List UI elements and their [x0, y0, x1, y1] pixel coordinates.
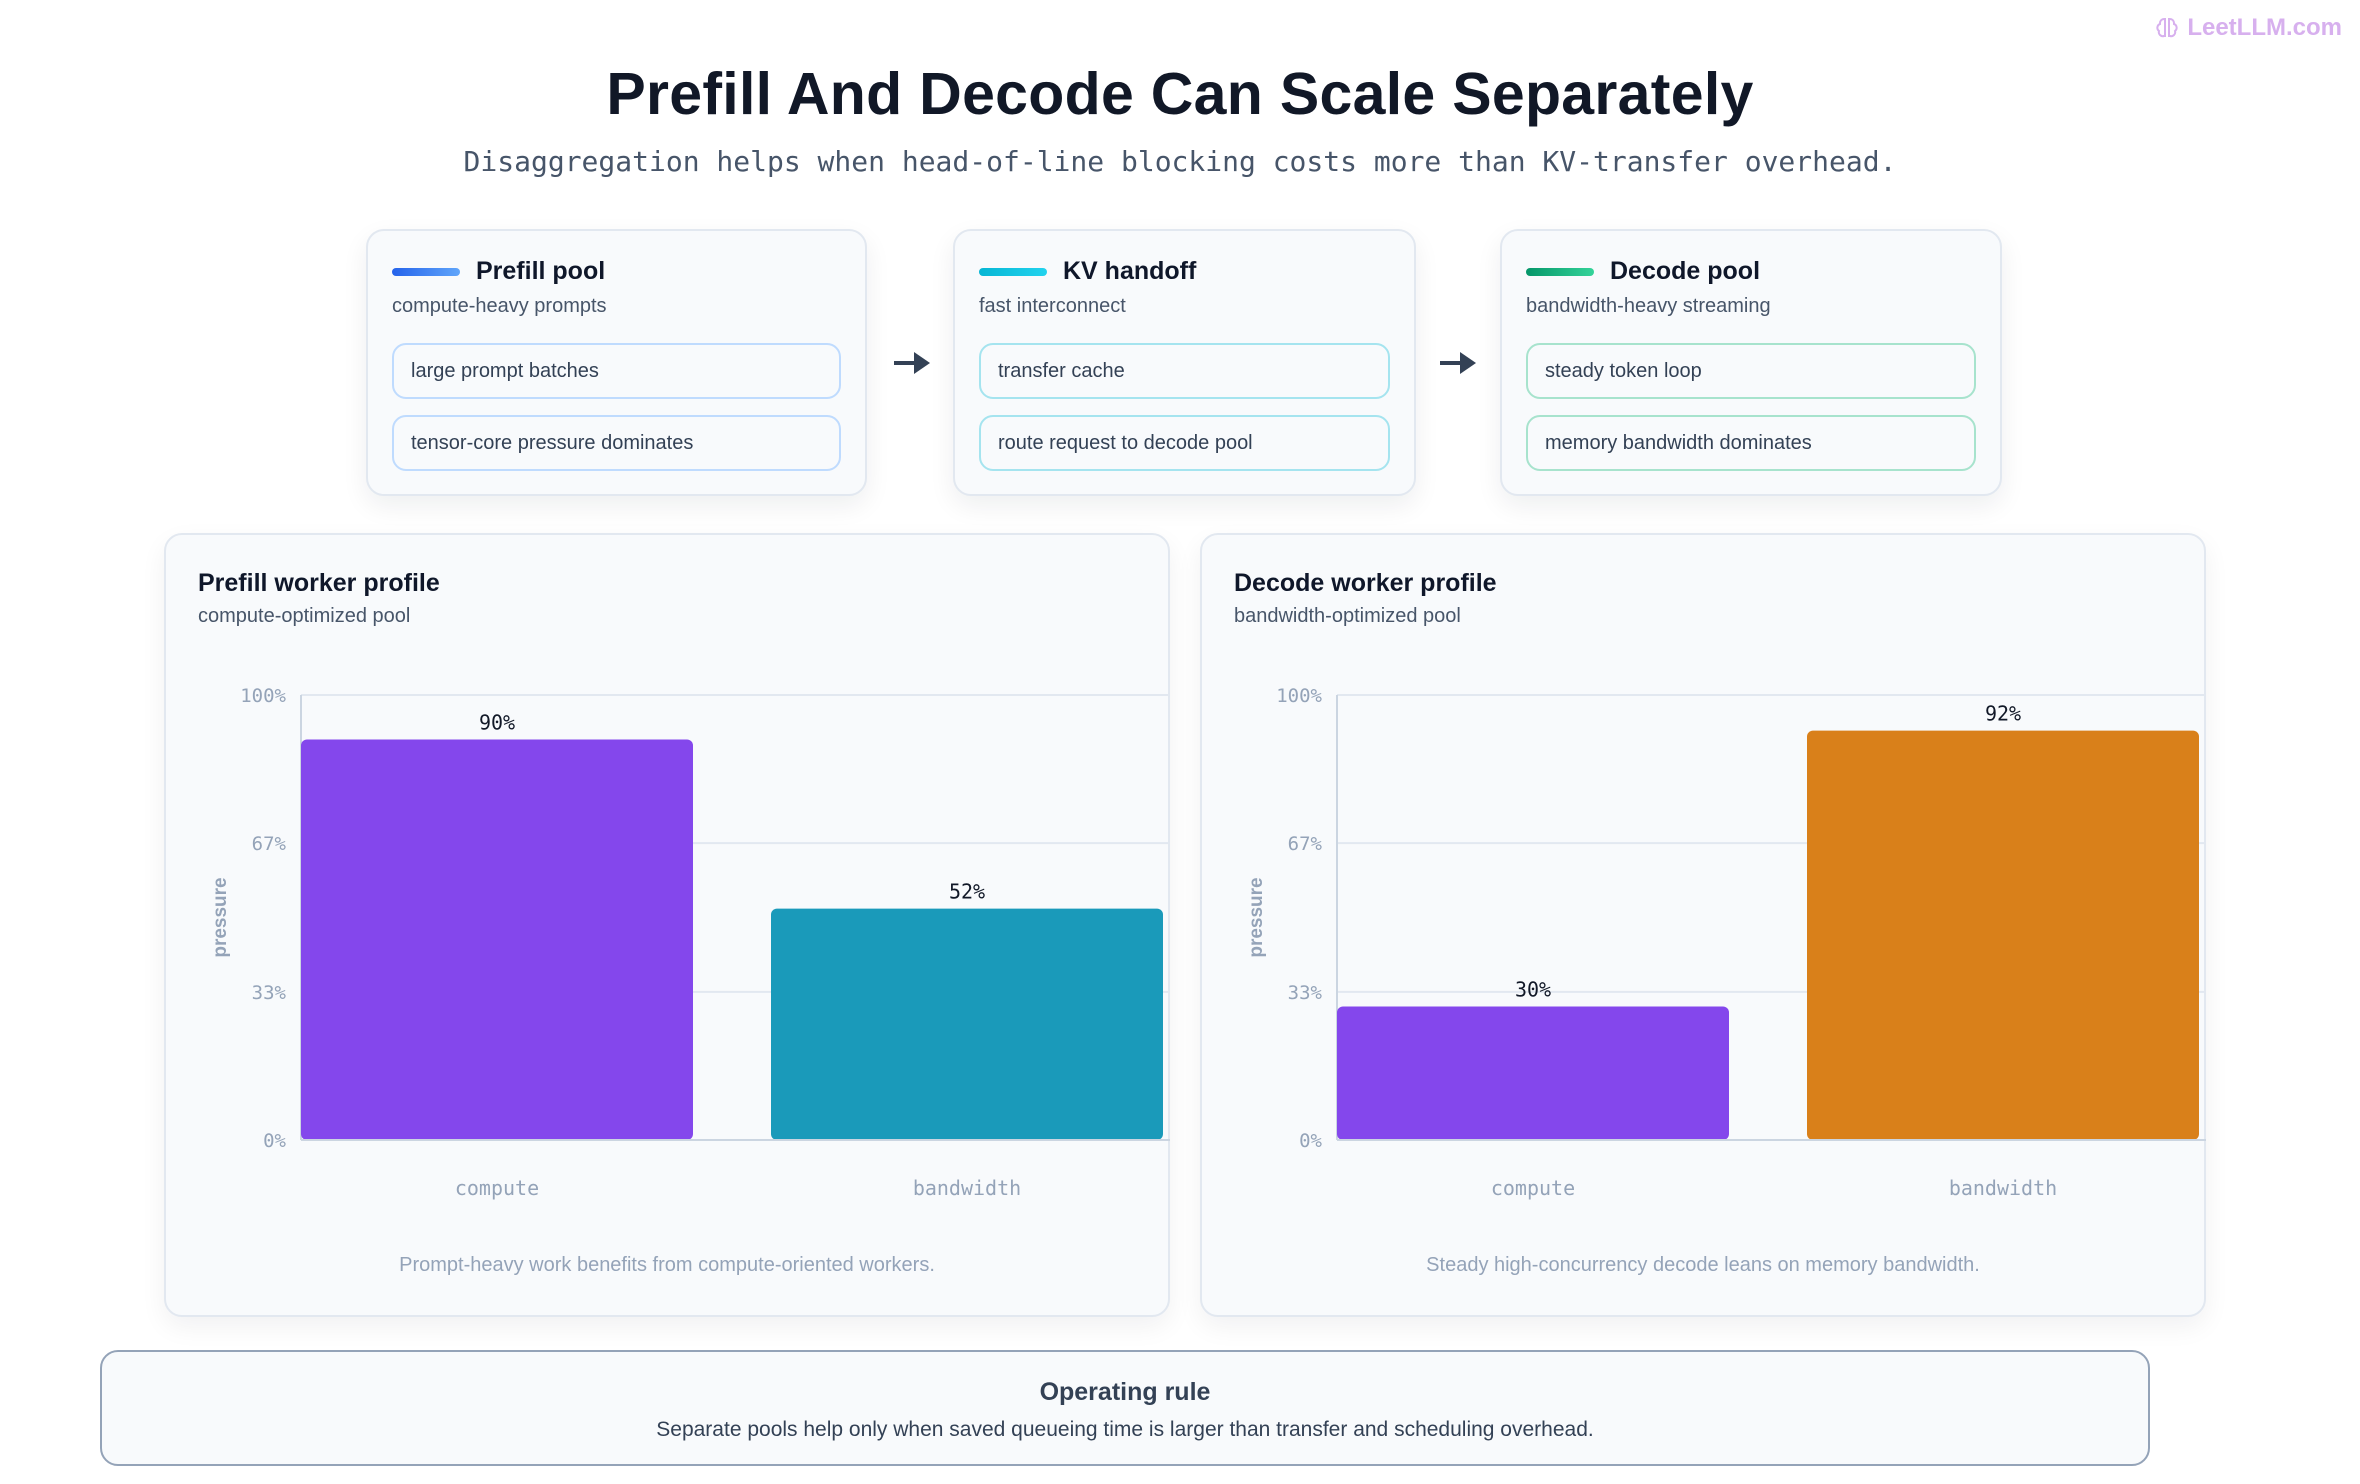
chart-caption: Steady high-concurrency decode leans on …	[1426, 1254, 1980, 1276]
card-title: Prefill pool	[476, 257, 606, 285]
chart-title: Prefill worker profile	[198, 569, 440, 597]
card-item: tensor-core pressure dominates	[392, 415, 841, 471]
bar-value-label: 30%	[1515, 978, 1551, 1002]
bar-compute	[301, 739, 693, 1140]
bar-value-label: 92%	[1985, 702, 2021, 726]
x-tick-label: bandwidth	[1949, 1176, 2057, 1200]
bar-bandwidth	[1807, 730, 2199, 1140]
card-item: transfer cache	[979, 343, 1390, 399]
rule-text: Separate pools help only when saved queu…	[656, 1418, 1594, 1441]
card-item: route request to decode pool	[979, 415, 1390, 471]
card-title: KV handoff	[1063, 257, 1197, 285]
page-title: Prefill And Decode Can Scale Separately	[606, 61, 1754, 127]
accent-bar	[392, 267, 460, 276]
prefill-chart-panel: Prefill worker profile compute-optimized…	[164, 533, 1170, 1317]
bar-compute	[1337, 1006, 1729, 1140]
y-tick-label: 100%	[240, 685, 286, 707]
page-subtitle: Disaggregation helps when head-of-line b…	[463, 145, 1897, 178]
y-tick-label: 33%	[1288, 982, 1323, 1004]
y-tick-label: 0%	[1299, 1130, 1322, 1152]
y-tick-label: 67%	[252, 833, 287, 855]
prefill-bar-chart: 0% 33% 67% 100% pressure 90% compute 52% bandwid…	[210, 685, 1170, 1200]
brain-logo-icon	[2156, 18, 2178, 38]
card-item: steady token loop	[1526, 343, 1976, 399]
x-tick-label: compute	[455, 1176, 539, 1200]
bar-bandwidth	[771, 908, 1163, 1140]
card-subtitle: bandwidth-heavy streaming	[1526, 295, 1771, 317]
accent-bar	[1526, 267, 1594, 276]
arrow-right-icon	[1440, 352, 1476, 374]
y-axis-label: pressure	[1246, 877, 1267, 957]
y-tick-label: 100%	[1276, 685, 1322, 707]
chart-subtitle: compute-optimized pool	[198, 605, 411, 627]
flow-card-prefill-pool: Prefill pool compute-heavy prompts large…	[366, 229, 867, 496]
y-axis-label: pressure	[210, 877, 231, 957]
y-tick-label: 67%	[1288, 833, 1323, 855]
bar-value-label: 90%	[479, 711, 515, 735]
card-subtitle: fast interconnect	[979, 295, 1126, 317]
card-item: large prompt batches	[392, 343, 841, 399]
y-tick-label: 33%	[252, 982, 287, 1004]
brand-watermark: LeetLLM.com	[2155, 14, 2342, 42]
decode-chart-panel: Decode worker profile bandwidth-optimize…	[1200, 533, 2206, 1317]
accent-bar	[979, 267, 1047, 276]
flow-card-decode-pool: Decode pool bandwidth-heavy streaming st…	[1500, 229, 2002, 496]
x-tick-label: bandwidth	[913, 1176, 1021, 1200]
brand-text: LeetLLM.com	[2187, 14, 2342, 41]
chart-title: Decode worker profile	[1234, 569, 1497, 597]
card-subtitle: compute-heavy prompts	[392, 295, 607, 317]
operating-rule-box: Operating rule Separate pools help only …	[100, 1350, 2150, 1466]
card-title: Decode pool	[1610, 257, 1761, 285]
x-tick-label: compute	[1491, 1176, 1575, 1200]
rule-title: Operating rule	[1039, 1378, 1211, 1406]
chart-subtitle: bandwidth-optimized pool	[1234, 605, 1461, 627]
decode-bar-chart: 0% 33% 67% 100% pressure 30% compute 92% bandwid…	[1246, 685, 2206, 1200]
bar-value-label: 52%	[949, 880, 985, 904]
arrow-right-icon	[894, 352, 930, 374]
y-tick-label: 0%	[263, 1130, 286, 1152]
card-item: memory bandwidth dominates	[1526, 415, 1976, 471]
flow-card-kv-handoff: KV handoff fast interconnect transfer ca…	[953, 229, 1416, 496]
chart-caption: Prompt-heavy work benefits from compute-…	[399, 1254, 935, 1276]
